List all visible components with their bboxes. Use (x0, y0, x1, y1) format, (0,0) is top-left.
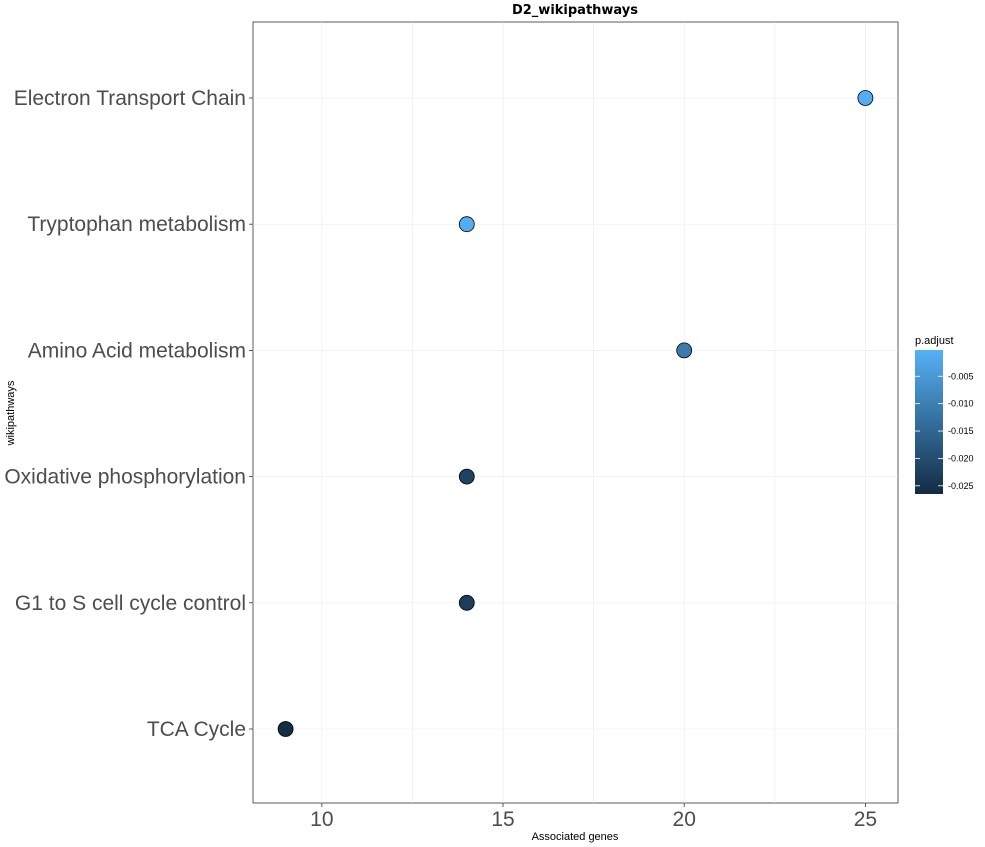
data-point (857, 90, 874, 106)
x-axis: 10 15 20 25 (310, 803, 877, 831)
data-point (458, 216, 475, 233)
y-tick-label: TCA Cycle (147, 718, 246, 741)
x-tick-label: 20 (673, 808, 696, 831)
legend-title: p.adjust (915, 335, 954, 347)
x-tick-label: 10 (310, 808, 333, 831)
color-legend: p.adjust -0.005 -0.010 -0.015 -0.020 -0.025 (915, 335, 974, 494)
y-tick-label: Oxidative phosphorylation (4, 466, 246, 489)
legend-tick-label: -0.020 (948, 453, 974, 463)
data-point (676, 342, 693, 359)
x-tick-label: 25 (854, 808, 877, 831)
x-tick-label: 15 (491, 808, 514, 831)
y-axis: TCA Cycle G1 to S cell cycle control Oxida… (4, 87, 253, 741)
x-axis-title: Associated genes (532, 831, 619, 843)
grid (253, 22, 898, 803)
y-tick-label: G1 to S cell cycle control (15, 592, 246, 615)
y-tick-label: Electron Transport Chain (14, 87, 246, 110)
data-point (458, 468, 475, 485)
legend-tick-label: -0.015 (948, 426, 974, 436)
data-point (458, 594, 475, 611)
y-tick-label: Tryptophan metabolism (27, 213, 246, 236)
y-tick-label: Amino Acid metabolism (28, 339, 246, 362)
legend-tick-label: -0.025 (948, 481, 974, 491)
legend-tick-label: -0.010 (948, 399, 974, 409)
legend-colorbar (915, 350, 943, 494)
plot-panel (252, 21, 899, 804)
legend-tick-label: -0.005 (948, 371, 974, 381)
chart-title: D2_wikipathways (512, 3, 638, 18)
data-point (277, 721, 294, 737)
legend-ticks: -0.005 -0.010 -0.015 -0.020 -0.025 (915, 371, 974, 491)
y-axis-title: wikipathways (5, 380, 17, 446)
data-points (277, 90, 874, 737)
